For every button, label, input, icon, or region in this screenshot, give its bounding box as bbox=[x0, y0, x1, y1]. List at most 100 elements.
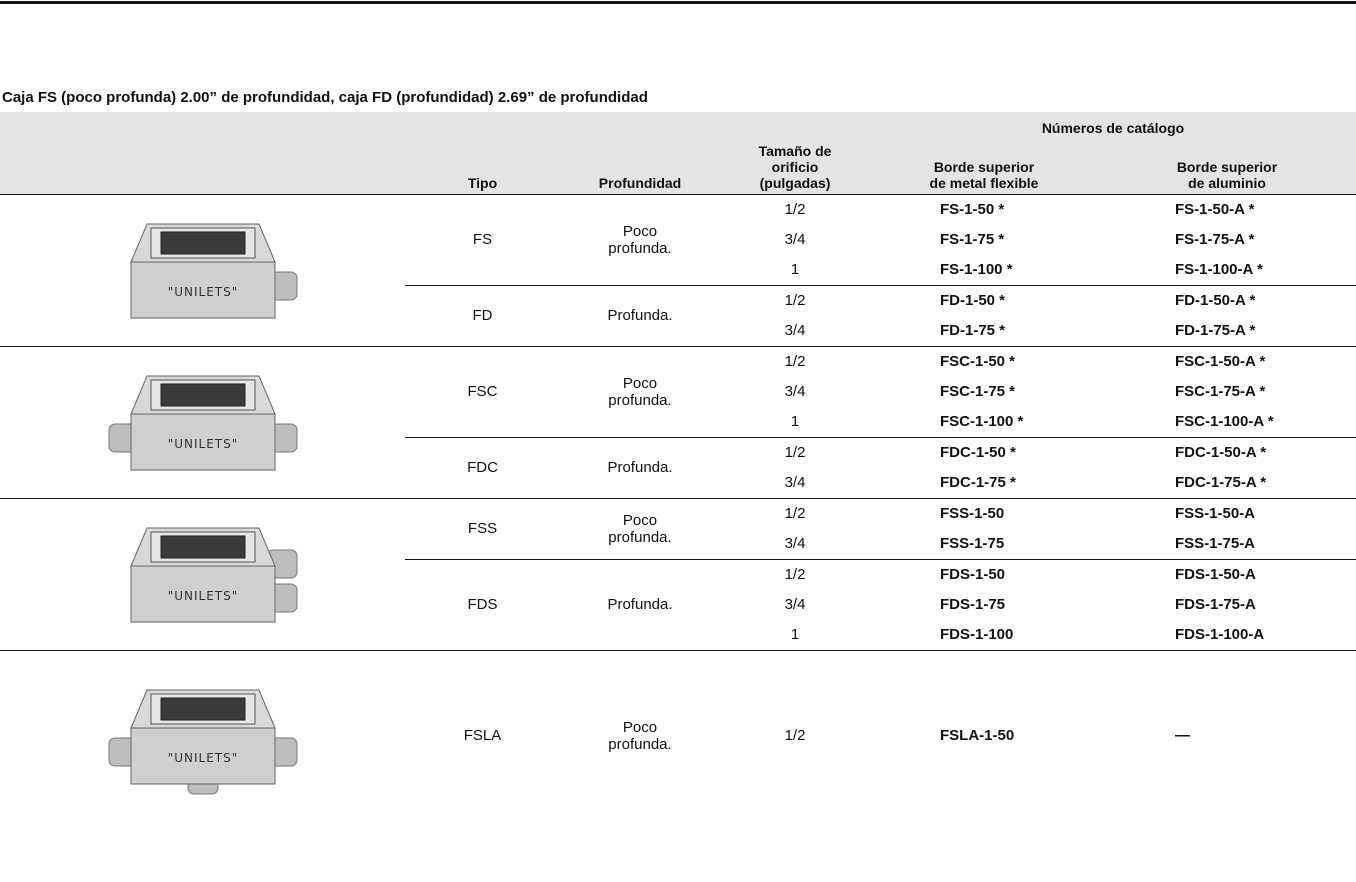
catalog-aluminio: FDC-1-50-A * bbox=[1098, 436, 1356, 468]
image-text: "UNILETS" bbox=[167, 285, 238, 299]
header-catalogo: Números de catálogo bbox=[870, 112, 1356, 156]
image-text: "UNILETS" bbox=[167, 751, 238, 765]
size-cell: 1/2 bbox=[720, 649, 870, 821]
profundidad-cell: Poco profunda. bbox=[560, 345, 720, 437]
profundidad-cell: Poco profunda. bbox=[560, 497, 720, 559]
size-cell: 1 bbox=[790, 261, 800, 278]
catalog-aluminio: FSC-1-75-A * bbox=[1175, 383, 1266, 400]
table-row: FDC Profunda. 1/2 FDC-1-50 * FDC-1-50-A * bbox=[0, 436, 1356, 498]
top-rule bbox=[0, 1, 1356, 4]
header-flexible: Borde superior de metal flexible bbox=[870, 156, 1098, 195]
table-row: 1 FSC-1-100 * FSC-1-100-A * bbox=[0, 407, 1356, 438]
size-cell: 3/4 bbox=[784, 596, 806, 613]
table-row: "UNILETS" FS Poco profunda. 1/2 FS-1-50 * FS-… bbox=[0, 193, 1356, 346]
image-part bbox=[160, 535, 245, 559]
catalog-flexible: FSS-1-75 bbox=[940, 535, 1005, 552]
catalog-flexible: FSS-1-50 bbox=[870, 497, 1098, 529]
catalog-flexible: FD-1-75 * bbox=[940, 322, 1006, 339]
catalog-aluminio: FSC-1-100-A * bbox=[1175, 413, 1274, 430]
tipo-cell: FS bbox=[405, 193, 560, 285]
table-row: FD Profunda. 1/2 FD-1-50 * FD-1-50-A * bbox=[0, 284, 1356, 346]
size-cell: 3/4 bbox=[784, 231, 806, 248]
catalog-aluminio: FS-1-75-A * bbox=[1175, 231, 1255, 248]
catalog-flexible: FD-1-50 * bbox=[870, 284, 1098, 316]
image-part bbox=[130, 261, 275, 319]
catalog-aluminio: FD-1-50-A * bbox=[1098, 284, 1356, 316]
catalog-aluminio: FS-1-50-A * bbox=[1098, 193, 1356, 225]
catalog-flexible: FSC-1-75 * bbox=[940, 383, 1016, 400]
product-image: "UNILETS" bbox=[108, 375, 297, 471]
size-cell: 1/2 bbox=[720, 193, 870, 225]
size-cell: 1/2 bbox=[720, 345, 870, 377]
size-cell: 3/4 bbox=[784, 474, 806, 491]
table-row: 3/4 FSC-1-75 * FSC-1-75-A * bbox=[0, 377, 1356, 407]
size-cell: 3/4 bbox=[784, 535, 806, 552]
catalog-flexible: FSC-1-50 * bbox=[870, 345, 1098, 377]
catalog-flexible: FSLA-1-50 bbox=[870, 649, 1098, 821]
catalog-flexible: FDC-1-75 * bbox=[940, 474, 1016, 491]
catalog-aluminio: — bbox=[1098, 649, 1356, 821]
table-row: FDS Profunda. 1/2 FDS-1-50 FDS-1-50-A bbox=[0, 558, 1356, 650]
table-row: 3/4 FSS-1-75 FSS-1-75-A bbox=[0, 529, 1356, 560]
header-profundidad: Profundidad bbox=[560, 112, 720, 195]
image-part bbox=[130, 413, 275, 471]
profundidad-cell: Profunda. bbox=[560, 436, 720, 498]
profundidad-cell: Profunda. bbox=[560, 284, 720, 346]
size-cell: 1/2 bbox=[720, 497, 870, 529]
catalog-aluminio: FDS-1-100-A bbox=[1175, 626, 1265, 643]
image-text: "UNILETS" bbox=[167, 437, 238, 451]
tipo-cell: FSLA bbox=[405, 649, 560, 821]
image-part bbox=[130, 727, 275, 784]
size-cell: 1/2 bbox=[720, 436, 870, 468]
product-image: "UNILETS" bbox=[129, 223, 297, 319]
size-cell: 3/4 bbox=[784, 383, 806, 400]
table-row: 3/4 FS-1-75 * FS-1-75-A * bbox=[0, 225, 1356, 255]
tipo-cell: FSS bbox=[405, 497, 560, 559]
catalog-flexible: FDC-1-50 * bbox=[870, 436, 1098, 468]
size-cell: 1/2 bbox=[720, 284, 870, 316]
catalog-flexible: FS-1-75 * bbox=[940, 231, 1005, 248]
size-cell: 1 bbox=[790, 413, 800, 430]
table-row: "UNILETS" FSS Poco profunda. 1/2 FSS-1-50 FSS… bbox=[0, 497, 1356, 650]
table-row: 1 FS-1-100 * FS-1-100-A * bbox=[0, 255, 1356, 286]
header-blank bbox=[0, 112, 405, 194]
catalog-aluminio: FD-1-75-A * bbox=[1175, 322, 1256, 339]
table-row: 3/4 FDC-1-75 * FDC-1-75-A * bbox=[0, 468, 1356, 499]
image-text: "UNILETS" bbox=[167, 589, 238, 603]
profundidad-cell: Poco profunda. bbox=[560, 649, 720, 821]
catalog-flexible: FSC-1-100 * bbox=[940, 413, 1024, 430]
table-row: 3/4 FD-1-75 * FD-1-75-A * bbox=[0, 316, 1356, 347]
catalog-flexible: FDS-1-100 bbox=[940, 626, 1014, 643]
catalog-aluminio: FDC-1-75-A * bbox=[1175, 474, 1267, 491]
image-cell: "UNILETS" bbox=[0, 497, 405, 650]
table-title: Caja FS (poco profunda) 2.00” de profund… bbox=[2, 89, 648, 106]
tipo-cell: FDC bbox=[405, 436, 560, 498]
size-cell: 3/4 bbox=[784, 322, 806, 339]
catalog-table: Tipo Profundidad Tamaño de orificio (pul… bbox=[0, 112, 1356, 821]
image-cell: "UNILETS" bbox=[0, 193, 405, 346]
catalog-flexible: FS-1-50 * bbox=[870, 193, 1098, 225]
catalog-aluminio: FSS-1-75-A bbox=[1175, 535, 1256, 552]
catalog-aluminio: FDS-1-50-A bbox=[1098, 558, 1356, 590]
table-row: 3/4 FDS-1-75 FDS-1-75-A bbox=[0, 590, 1356, 620]
image-part bbox=[160, 231, 245, 255]
size-cell: 1/2 bbox=[720, 558, 870, 590]
catalog-aluminio: FSS-1-50-A bbox=[1098, 497, 1356, 529]
image-cell: "UNILETS" bbox=[0, 345, 405, 498]
table-row: "UNILETS" FSC Poco profunda. 1/2 FSC-1-50 * F… bbox=[0, 345, 1356, 498]
catalog-aluminio: FDS-1-75-A bbox=[1175, 596, 1256, 613]
profundidad-cell: Profunda. bbox=[560, 558, 720, 650]
catalog-aluminio: FS-1-100-A * bbox=[1175, 261, 1263, 278]
image-part bbox=[130, 565, 275, 623]
tipo-cell: FDS bbox=[405, 558, 560, 650]
header-tipo: Tipo bbox=[405, 112, 560, 195]
image-cell: "UNILETS" bbox=[0, 649, 405, 821]
catalog-aluminio: FSC-1-50-A * bbox=[1098, 345, 1356, 377]
table-row: 1 FDS-1-100 FDS-1-100-A bbox=[0, 620, 1356, 651]
product-image: "UNILETS" bbox=[129, 527, 297, 623]
image-part bbox=[160, 697, 245, 720]
table-body: "UNILETS" FS Poco profunda. 1/2 FS-1-50 * FS-… bbox=[0, 193, 1356, 821]
product-image: "UNILETS" bbox=[108, 689, 297, 794]
